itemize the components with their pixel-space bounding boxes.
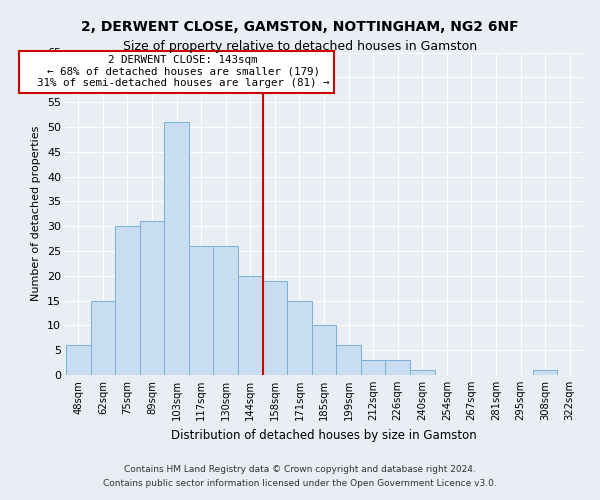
- Bar: [214, 246, 238, 375]
- Bar: [140, 221, 164, 375]
- Bar: [91, 300, 115, 375]
- Text: 2, DERWENT CLOSE, GAMSTON, NOTTINGHAM, NG2 6NF: 2, DERWENT CLOSE, GAMSTON, NOTTINGHAM, N…: [81, 20, 519, 34]
- Y-axis label: Number of detached properties: Number of detached properties: [31, 126, 41, 302]
- Bar: [263, 280, 287, 375]
- Text: 2 DERWENT CLOSE: 143sqm
  ← 68% of detached houses are smaller (179)
  31% of se: 2 DERWENT CLOSE: 143sqm ← 68% of detache…: [24, 55, 329, 88]
- Bar: [115, 226, 140, 375]
- Bar: [164, 122, 189, 375]
- Bar: [66, 345, 91, 375]
- Bar: [336, 345, 361, 375]
- Bar: [385, 360, 410, 375]
- Bar: [312, 326, 336, 375]
- Bar: [189, 246, 214, 375]
- Bar: [361, 360, 385, 375]
- X-axis label: Distribution of detached houses by size in Gamston: Distribution of detached houses by size …: [171, 428, 477, 442]
- Bar: [533, 370, 557, 375]
- Bar: [287, 300, 312, 375]
- Bar: [238, 276, 263, 375]
- Text: Size of property relative to detached houses in Gamston: Size of property relative to detached ho…: [123, 40, 477, 53]
- Text: Contains HM Land Registry data © Crown copyright and database right 2024.
Contai: Contains HM Land Registry data © Crown c…: [103, 466, 497, 487]
- Bar: [410, 370, 434, 375]
